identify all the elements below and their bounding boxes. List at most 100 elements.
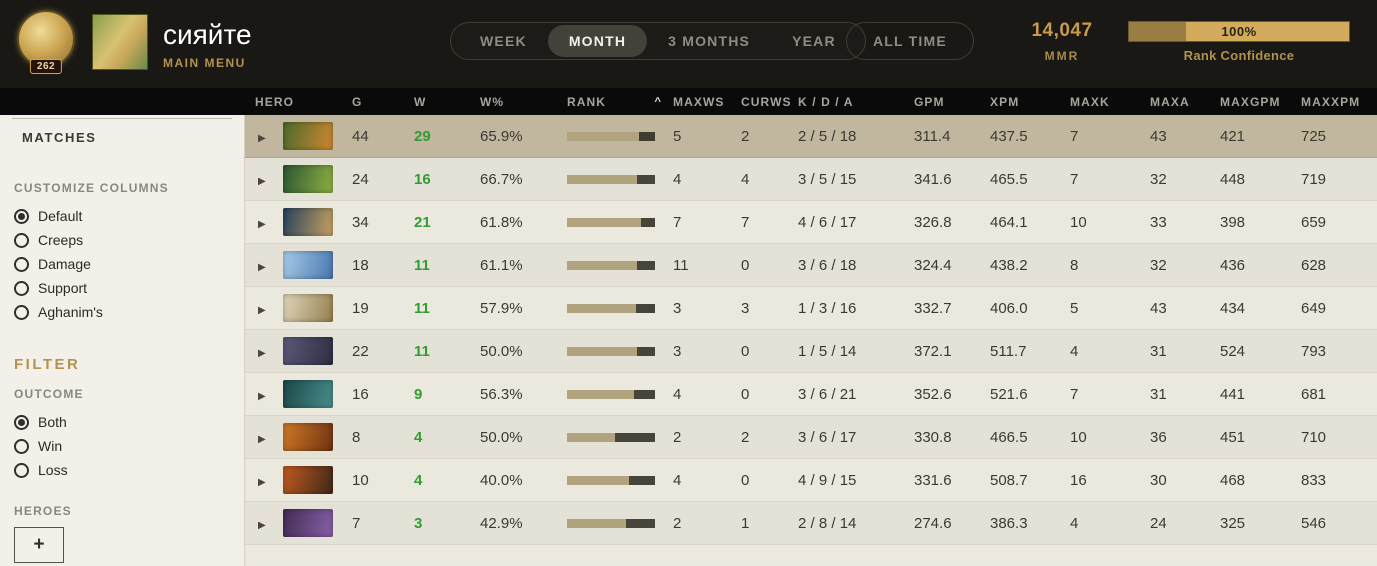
column-header-gpm[interactable]: GPM	[900, 95, 978, 109]
hero-portrait[interactable]	[283, 251, 333, 279]
mmr-block: 14,047 MMR	[1012, 20, 1112, 63]
cell-maxxpm: 710	[1301, 428, 1327, 446]
expand-row-cell: ▶	[245, 171, 278, 188]
expand-row-icon[interactable]: ▶	[258, 433, 266, 445]
hero-portrait[interactable]	[283, 165, 333, 193]
expand-row-icon[interactable]: ▶	[258, 304, 266, 316]
rank-confidence-label: Rank Confidence	[1183, 48, 1295, 63]
column-header-maxxpm[interactable]: MAXXPM	[1291, 95, 1376, 109]
expand-row-icon[interactable]: ▶	[258, 175, 266, 187]
cell-kda: 3 / 6 / 18	[798, 256, 857, 274]
column-header-hero[interactable]: HERO	[245, 95, 342, 109]
tab-3-months[interactable]: 3 MONTHS	[668, 33, 751, 49]
radio-columns-default[interactable]: Default	[0, 204, 244, 228]
expand-row-icon[interactable]: ▶	[258, 132, 266, 144]
topbar: 262 сияйте MAIN MENU WEEK MONTH 3 MONTHS YE…	[0, 0, 1377, 88]
add-hero-button[interactable]: +	[14, 527, 64, 563]
hero-portrait[interactable]	[283, 509, 333, 537]
hero-portrait[interactable]	[283, 466, 333, 494]
cell-maxk: 4	[1070, 342, 1079, 360]
column-header-k-d-a[interactable]: K / D / A	[796, 95, 900, 109]
expand-row-icon[interactable]: ▶	[258, 261, 266, 273]
time-filter-tabs: WEEK MONTH 3 MONTHS YEAR	[450, 22, 866, 60]
column-header-xpm[interactable]: XPM	[978, 95, 1056, 109]
tab-all-time[interactable]: ALL TIME	[846, 22, 974, 60]
outcome-title: OUTCOME	[14, 387, 84, 401]
column-header-w[interactable]: W%	[470, 95, 556, 109]
expand-row-cell: ▶	[245, 515, 278, 532]
mmr-value: 14,047	[1031, 20, 1093, 41]
column-header-rank[interactable]: RANK ^	[556, 95, 666, 109]
cell-maxa: 43	[1150, 127, 1167, 145]
sidebar-item-matches[interactable]: MATCHES	[12, 118, 232, 155]
radio-columns-damage[interactable]: Damage	[0, 252, 244, 276]
column-header-g[interactable]: G	[342, 95, 406, 109]
radio-outcome-loss[interactable]: Loss	[0, 458, 244, 482]
column-header-maxk[interactable]: MAXK	[1056, 95, 1131, 109]
avatar[interactable]	[92, 14, 148, 70]
cell-maxgpm: 524	[1220, 342, 1246, 360]
expand-row-icon[interactable]: ▶	[258, 347, 266, 359]
table-row[interactable]: ▶ 19 11 57.9% 3 3 1 / 3 / 16 332.7 406.0 5 43 434 64…	[245, 287, 1377, 330]
tab-year[interactable]: YEAR	[792, 33, 836, 49]
table-row[interactable]: ▶ 22 11 50.0% 3 0 1 / 5 / 14 372.1 511.7 4 31 524 79…	[245, 330, 1377, 373]
radio-icon	[14, 280, 29, 296]
cell-kda: 1 / 3 / 16	[798, 299, 857, 317]
table-row[interactable]: ▶ 7 3 42.9% 2 1 2 / 8 / 14 274.6 386.3 4 24 325 546	[245, 502, 1377, 545]
cell-xpm: 521.6	[990, 385, 1028, 403]
hero-portrait[interactable]	[283, 380, 333, 408]
expand-row-icon[interactable]: ▶	[258, 390, 266, 402]
table-row[interactable]: ▶ 8 4 50.0% 2 2 3 / 6 / 17 330.8 466.5 10 36 451 710	[245, 416, 1377, 459]
radio-outcome-win[interactable]: Win	[0, 434, 244, 458]
column-header-maxa[interactable]: MAXA	[1131, 95, 1206, 109]
cell-gpm: 372.1	[914, 342, 952, 360]
expand-row-icon[interactable]: ▶	[258, 218, 266, 230]
tab-month[interactable]: MONTH	[547, 25, 648, 57]
cell-gpm: 311.4	[914, 127, 951, 145]
table-row[interactable]: ▶ 24 16 66.7% 4 4 3 / 5 / 15 341.6 465.5 7 32 448 71…	[245, 158, 1377, 201]
expand-row-icon[interactable]: ▶	[258, 476, 266, 488]
main-menu-link[interactable]: MAIN MENU	[163, 56, 246, 70]
cell-curws: 4	[741, 170, 750, 188]
cell-xpm: 438.2	[990, 256, 1028, 274]
cell-w: 11	[414, 342, 430, 360]
hero-portrait[interactable]	[283, 423, 333, 451]
hero-portrait[interactable]	[283, 337, 333, 365]
heroes-title: HEROES	[14, 504, 72, 518]
cell-wpct: 61.8%	[480, 213, 523, 231]
matches-label: MATCHES	[22, 130, 97, 145]
cell-wpct: 40.0%	[480, 471, 523, 489]
table-row[interactable]: ▶ 44 29 65.9% 5 2 2 / 5 / 18 311.4 437.5 7 43 421 72…	[245, 115, 1377, 158]
column-header-maxws[interactable]: MAXWS	[666, 95, 732, 109]
cell-rank	[556, 346, 666, 356]
hero-portrait[interactable]	[283, 122, 333, 150]
table-row[interactable]: ▶ 18 11 61.1% 11 0 3 / 6 / 18 324.4 438.2 8 32 436 6…	[245, 244, 1377, 287]
cell-curws: 1	[741, 514, 750, 532]
cell-rank	[556, 475, 666, 485]
cell-maxgpm: 398	[1220, 213, 1246, 231]
radio-columns-support[interactable]: Support	[0, 276, 244, 300]
cell-w: 3	[414, 514, 423, 532]
hero-portrait[interactable]	[283, 208, 333, 236]
table-row[interactable]: ▶ 16 9 56.3% 4 0 3 / 6 / 21 352.6 521.6 7 31 441 681	[245, 373, 1377, 416]
cell-gpm: 324.4	[914, 256, 952, 274]
column-header-label: MAXXPM	[1301, 94, 1361, 109]
radio-columns-creeps[interactable]: Creeps	[0, 228, 244, 252]
radio-icon	[14, 304, 29, 320]
cell-maxxpm: 628	[1301, 256, 1327, 274]
column-header-curws[interactable]: CURWS	[732, 95, 796, 109]
cell-wpct: 42.9%	[480, 514, 523, 532]
radio-columns-aghanim-s[interactable]: Aghanim's	[0, 300, 244, 324]
cell-g: 44	[352, 127, 369, 145]
expand-row-icon[interactable]: ▶	[258, 519, 266, 531]
hero-portrait[interactable]	[283, 294, 333, 322]
column-header-w[interactable]: W	[406, 95, 470, 109]
table-row[interactable]: ▶ 10 4 40.0% 4 0 4 / 9 / 15 331.6 508.7 16 30 468 83…	[245, 459, 1377, 502]
column-header-label: CURWS	[741, 94, 792, 109]
cell-gpm: 341.6	[914, 170, 952, 188]
cell-maxk: 7	[1070, 385, 1079, 403]
radio-outcome-both[interactable]: Both	[0, 410, 244, 434]
column-header-maxgpm[interactable]: MAXGPM	[1206, 95, 1291, 109]
table-row[interactable]: ▶ 34 21 61.8% 7 7 4 / 6 / 17 326.8 464.1 10 33 398 6…	[245, 201, 1377, 244]
tab-week[interactable]: WEEK	[480, 33, 527, 49]
